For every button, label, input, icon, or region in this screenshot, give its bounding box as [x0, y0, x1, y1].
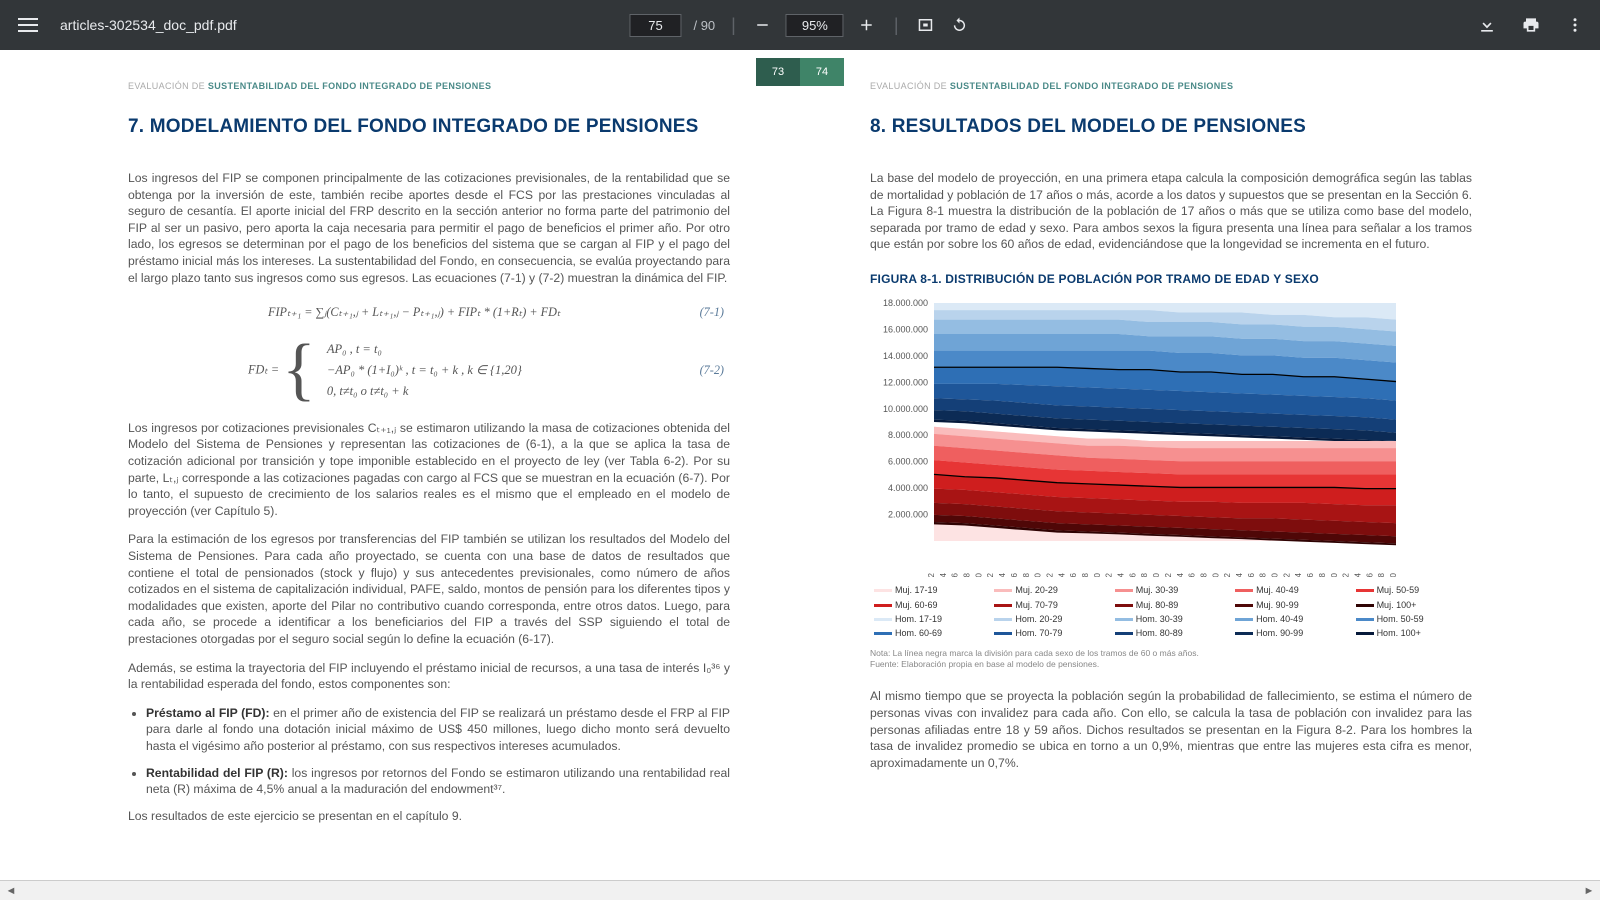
body-paragraph: La base del modelo de proyección, en una… [870, 170, 1472, 253]
section-title-8: 8. RESULTADOS DEL MODELO DE PENSIONES [870, 114, 1472, 140]
svg-text:16.000.000: 16.000.000 [883, 325, 928, 335]
svg-text:2032: 2032 [986, 573, 995, 578]
figure-title: FIGURA 8-1. DISTRIBUCIÓN DE POBLACIÓN PO… [870, 271, 1472, 287]
rotate-button[interactable] [949, 14, 971, 36]
page-number-tab: 73 [756, 58, 800, 86]
document-filename: articles-302534_doc_pdf.pdf [60, 17, 237, 33]
svg-text:2052: 2052 [1105, 573, 1114, 578]
svg-text:2096: 2096 [1365, 573, 1374, 578]
svg-text:2046: 2046 [1069, 573, 1078, 578]
svg-text:2062: 2062 [1164, 573, 1173, 578]
svg-text:2094: 2094 [1353, 573, 1362, 578]
svg-text:2030: 2030 [974, 573, 983, 578]
svg-text:2042: 2042 [1045, 573, 1054, 578]
svg-text:2088: 2088 [1318, 573, 1327, 578]
svg-text:8.000.000: 8.000.000 [888, 431, 928, 441]
svg-text:12.000.000: 12.000.000 [883, 378, 928, 388]
svg-text:2024: 2024 [939, 573, 948, 578]
svg-text:2026: 2026 [951, 573, 960, 578]
chart-legend: Muj. 17-19Muj. 20-29Muj. 30-39Muj. 40-49… [870, 583, 1472, 640]
svg-text:2050: 2050 [1093, 573, 1102, 578]
svg-text:2048: 2048 [1081, 573, 1090, 578]
svg-text:2066: 2066 [1188, 573, 1197, 578]
body-paragraph: Los ingresos por cotizaciones previsiona… [128, 420, 730, 520]
svg-text:2078: 2078 [1259, 573, 1268, 578]
print-button[interactable] [1520, 14, 1542, 36]
zoom-in-button[interactable] [856, 14, 878, 36]
horizontal-scrollbar[interactable]: ◄ ► [0, 880, 1600, 900]
svg-text:2074: 2074 [1235, 573, 1244, 578]
svg-text:2092: 2092 [1342, 573, 1351, 578]
fit-page-button[interactable] [915, 14, 937, 36]
running-head: EVALUACIÓN DE SUSTENTABILIDAD DEL FONDO … [128, 80, 730, 92]
svg-text:2054: 2054 [1117, 573, 1126, 578]
svg-text:2082: 2082 [1282, 573, 1291, 578]
svg-text:2056: 2056 [1128, 573, 1137, 578]
scroll-right-arrow[interactable]: ► [1582, 884, 1596, 898]
body-paragraph: Para la estimación de los egresos por tr… [128, 531, 730, 647]
svg-text:2076: 2076 [1247, 573, 1256, 578]
svg-text:2034: 2034 [998, 573, 1007, 578]
svg-text:2038: 2038 [1022, 573, 1031, 578]
svg-text:2070: 2070 [1211, 573, 1220, 578]
svg-text:2036: 2036 [1010, 573, 1019, 578]
svg-text:2072: 2072 [1223, 573, 1232, 578]
more-menu-button[interactable] [1564, 14, 1586, 36]
body-paragraph: Al mismo tiempo que se proyecta la pobla… [870, 688, 1472, 771]
svg-text:2.000.000: 2.000.000 [888, 510, 928, 520]
toolbar-separator: | [731, 15, 736, 36]
menu-icon[interactable] [18, 18, 38, 32]
page-left: 73 EVALUACIÓN DE SUSTENTABILIDAD DEL FON… [68, 54, 800, 876]
page-total: / 90 [693, 18, 715, 33]
scroll-left-arrow[interactable]: ◄ [4, 884, 18, 898]
svg-text:2022: 2022 [927, 573, 936, 578]
page-right: 74 EVALUACIÓN DE SUSTENTABILIDAD DEL FON… [800, 54, 1532, 876]
running-head: EVALUACIÓN DE SUSTENTABILIDAD DEL FONDO … [870, 80, 1472, 92]
zoom-level-display[interactable]: 95% [786, 14, 844, 37]
svg-text:4.000.000: 4.000.000 [888, 483, 928, 493]
svg-text:2068: 2068 [1199, 573, 1208, 578]
svg-text:2040: 2040 [1034, 573, 1043, 578]
pdf-toolbar: articles-302534_doc_pdf.pdf / 90 | 95% | [0, 0, 1600, 50]
body-paragraph: Los ingresos del FIP se componen princip… [128, 170, 730, 286]
svg-text:2100: 2100 [1389, 573, 1398, 578]
svg-text:2098: 2098 [1377, 573, 1386, 578]
document-viewport[interactable]: 73 EVALUACIÓN DE SUSTENTABILIDAD DEL FON… [0, 50, 1600, 880]
section-title-7: 7. MODELAMIENTO DEL FONDO INTEGRADO DE P… [128, 114, 730, 140]
svg-text:14.000.000: 14.000.000 [883, 351, 928, 361]
svg-text:2060: 2060 [1152, 573, 1161, 578]
page-number-input[interactable] [629, 14, 681, 37]
svg-text:10.000.000: 10.000.000 [883, 404, 928, 414]
svg-text:2086: 2086 [1306, 573, 1315, 578]
svg-text:18.000.000: 18.000.000 [883, 298, 928, 308]
svg-text:2064: 2064 [1176, 573, 1185, 578]
body-paragraph: Los resultados de este ejercicio se pres… [128, 808, 730, 825]
svg-text:2058: 2058 [1140, 573, 1149, 578]
page-number-tab: 74 [800, 58, 844, 86]
svg-text:6.000.000: 6.000.000 [888, 457, 928, 467]
svg-text:2044: 2044 [1057, 573, 1066, 578]
download-button[interactable] [1476, 14, 1498, 36]
population-chart: 18.000.000 16.000.000 14.000.000 12.000.000… [866, 297, 1406, 577]
figure-note: Nota: La línea negra marca la división p… [870, 648, 1472, 670]
toolbar-separator: | [894, 15, 899, 36]
body-paragraph: Además, se estima la trayectoria del FIP… [128, 660, 730, 693]
zoom-out-button[interactable] [752, 14, 774, 36]
bullet-item: Rentabilidad del FIP (R): los ingresos p… [146, 765, 730, 798]
svg-text:2080: 2080 [1271, 573, 1280, 578]
svg-text:2084: 2084 [1294, 573, 1303, 578]
equation-7-1: FIPₜ₊₁ = ∑ⱼ(Cₜ₊₁,ⱼ + Lₜ₊₁,ⱼ − Pₜ₊₁,ⱼ) + … [128, 304, 730, 321]
bullet-item: Préstamo al FIP (FD): en el primer año d… [146, 705, 730, 755]
equation-7-2: FDₜ = { AP₀ , t = t₀ −AP₀ * (1+I₀)ᵏ , t … [128, 339, 730, 402]
svg-text:2028: 2028 [963, 573, 972, 578]
svg-text:2090: 2090 [1330, 573, 1339, 578]
